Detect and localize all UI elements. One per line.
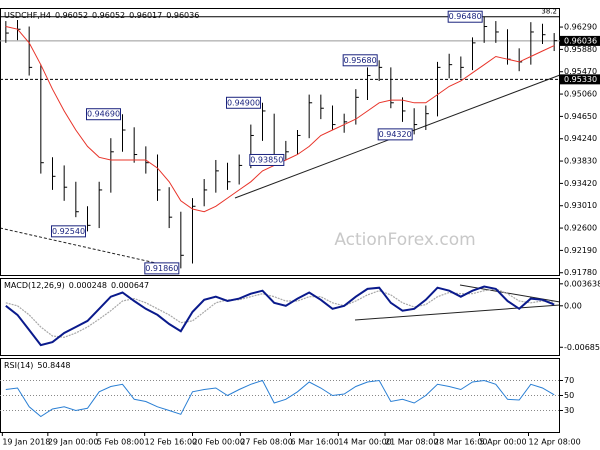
annotation-box [226, 96, 261, 109]
y-tick-label: 70 [564, 376, 574, 385]
macd-trend-line [354, 304, 561, 321]
x-tick-label: 19 Jan 2018 [2, 438, 50, 447]
x-tick-label: 12 Feb 16:00 [145, 438, 197, 447]
panel-title: MACD(12,26,9) 0.000248 0.000647 [4, 281, 149, 290]
y-tick-label: 0.96290 [564, 23, 597, 32]
readout: 50.8448 [37, 361, 70, 370]
price-box [560, 74, 600, 85]
readout: 0.96036 [166, 11, 199, 20]
y-tick-label: 30 [564, 406, 574, 415]
y-tick-label: 0.92190 [564, 246, 597, 255]
title: USDCHF,H4 [4, 11, 51, 20]
x-tick-label: 28 Mar 16:00 [434, 438, 487, 447]
y-tick-label: 0.003638 [564, 279, 600, 288]
price-box-label: 0.96036 [564, 36, 597, 45]
title: RSI(14) [4, 361, 33, 370]
trend-line [0, 227, 179, 269]
price-box-label: 0.95330 [564, 75, 597, 84]
readout: 0.96017 [129, 11, 162, 20]
x-tick-label: 5 Apr 00:00 [480, 438, 527, 447]
y-tick-label: 0.93830 [564, 157, 597, 166]
annotation-label: 0.96480 [449, 12, 482, 21]
price-box [560, 35, 600, 46]
readout: 0.000248 [69, 281, 107, 290]
watermark: ActionForex.com [334, 230, 475, 250]
x-tick-label: 27 Feb 08:00 [240, 438, 292, 447]
annotation-label: 0.91860 [145, 264, 178, 273]
x-tick-label: 21 Mar 08:00 [385, 438, 438, 447]
indicator-line [5, 288, 555, 338]
y-tick-label: 50 [564, 391, 574, 400]
x-tick-label: 14 Mar 00:00 [338, 438, 391, 447]
y-tick-label: 0.00 [564, 301, 582, 310]
y-tick-label: 0.95060 [564, 90, 597, 99]
y-tick-label: 0.93010 [564, 201, 597, 210]
y-tick-label: 0.94650 [564, 112, 597, 121]
annotation-label: 0.95680 [344, 56, 377, 65]
y-tick-label: 0.95470 [564, 67, 597, 76]
panel-title: USDCHF,H4 0.96052 0.96052 0.96017 0.96036 [4, 11, 199, 20]
annotation-box [377, 128, 413, 141]
annotation-box [342, 54, 378, 67]
indicator-line [5, 379, 555, 418]
annotation-box [144, 262, 180, 275]
panel-title: RSI(14) 50.8448 [4, 361, 71, 370]
annotation-label: 0.94320 [379, 130, 412, 139]
y-tick-label: -0.006856 [564, 343, 600, 352]
panel-frame [0, 278, 560, 356]
y-tick-label: 0.95880 [564, 45, 597, 54]
fib-ratio: 38.2 [541, 8, 557, 16]
x-tick-label: 12 Apr 08:00 [529, 438, 581, 447]
x-tick-label: 5 Feb 08:00 [97, 438, 144, 447]
readout: 0.96052 [92, 11, 125, 20]
readout: 0.000647 [111, 281, 149, 290]
title: MACD(12,26,9) [4, 281, 65, 290]
panel-frame [0, 8, 560, 276]
annotation-label: 0.94900 [227, 98, 260, 107]
annotation-label: 0.94690 [87, 110, 120, 119]
y-tick-label: 0.91780 [564, 268, 597, 277]
y-tick-label: 0.94240 [564, 134, 597, 143]
y-tick-label: 0.92600 [564, 224, 597, 233]
x-tick-label: 6 Mar 16:00 [291, 438, 339, 447]
indicator-line [5, 285, 555, 347]
annotation-label: 0.93850 [250, 155, 283, 164]
y-tick-label: 0.93420 [564, 179, 597, 188]
readout: 0.96052 [55, 11, 88, 20]
annotation-box [249, 153, 285, 166]
x-tick-label: 20 Feb 00:00 [193, 438, 245, 447]
annotation-box [447, 10, 483, 23]
annotation-label: 0.92540 [52, 227, 85, 236]
x-tick-label: 29 Jan 00:00 [48, 438, 99, 447]
annotation-box [51, 225, 86, 238]
annotation-box [86, 108, 121, 121]
